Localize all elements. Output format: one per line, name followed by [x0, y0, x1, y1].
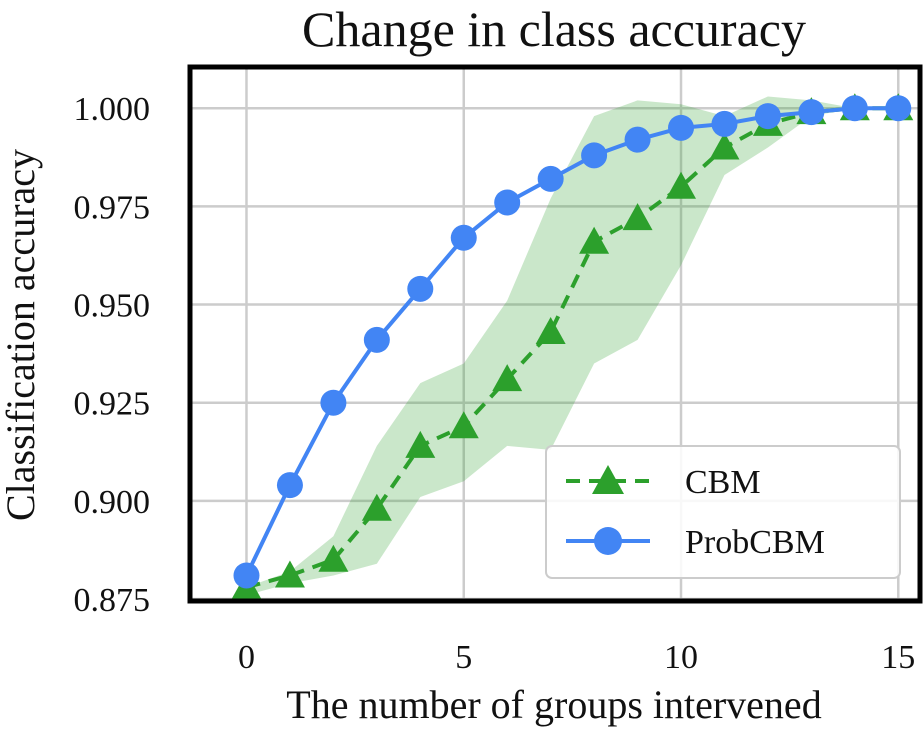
cbm-data-point: [318, 544, 349, 572]
plot-area: [190, 67, 920, 601]
probcbm-data-point: [233, 562, 260, 589]
probcbm-data-point: [668, 114, 695, 141]
confidence-band: [246, 96, 899, 596]
probcbm-data-point: [624, 126, 651, 153]
x-tick-label: 0: [238, 639, 255, 676]
y-tick-label: 0.975: [74, 189, 151, 226]
cbm-data-point: [709, 132, 740, 160]
cbm-confidence-band: [246, 96, 899, 596]
y-tick-label: 0.875: [74, 582, 151, 619]
probcbm-data-point: [798, 99, 825, 126]
legend-cbm-marker: [592, 465, 624, 494]
cbm-data-point: [535, 317, 566, 345]
legend-probcbm-label: ProbCBM: [685, 524, 825, 561]
cbm-data-point: [492, 364, 523, 392]
probcbm-data-point: [885, 95, 912, 122]
y-tick-label: 0.950: [74, 288, 151, 325]
cbm-data-point: [448, 411, 479, 439]
probcbm-series-line: [244, 106, 899, 577]
y-tick-label: 0.925: [74, 386, 151, 423]
cbm-data-point: [666, 171, 697, 199]
cbm-data-point: [405, 430, 436, 458]
y-tick-label: 1.000: [74, 91, 151, 128]
probcbm-data-point: [754, 103, 781, 130]
legend-box: [545, 445, 901, 579]
cbm-data-point: [361, 493, 392, 521]
probcbm-data-point: [450, 224, 477, 251]
plot-frame: [187, 64, 923, 604]
legend-cbm-label: CBM: [685, 464, 761, 501]
y-axis-label: Classification accuracy: [0, 149, 43, 521]
probcbm-data-point: [841, 95, 868, 122]
probcbm-data-point: [711, 110, 738, 137]
probcbm-data-point: [537, 165, 564, 192]
x-axis-label: The number of groups intervened: [286, 682, 821, 727]
y-tick-labels: 0.875 0.900 0.925 0.950 0.975 1.000: [74, 91, 151, 619]
x-tick-label: 5: [455, 639, 472, 676]
cbm-data-point: [579, 226, 610, 254]
series-markers: [231, 93, 914, 600]
probcbm-data-point: [407, 275, 434, 302]
series-lines: [244, 106, 899, 590]
chart-title: Change in class accuracy: [302, 1, 806, 57]
cbm-series-line: [245, 106, 899, 590]
cbm-data-point: [274, 560, 305, 588]
legend-probcbm-marker: [594, 527, 622, 555]
cbm-data-point: [622, 203, 653, 231]
x-tick-label: 10: [664, 639, 698, 676]
x-tick-labels: 0 5 10 15: [238, 639, 915, 676]
y-tick-label: 0.900: [74, 484, 151, 521]
x-tick-label: 15: [881, 639, 915, 676]
probcbm-data-point: [494, 189, 521, 216]
probcbm-data-point: [276, 472, 303, 499]
probcbm-data-point: [363, 326, 390, 353]
legend: CBM ProbCBM: [545, 445, 901, 579]
probcbm-data-point: [320, 389, 347, 416]
probcbm-data-point: [581, 142, 608, 169]
